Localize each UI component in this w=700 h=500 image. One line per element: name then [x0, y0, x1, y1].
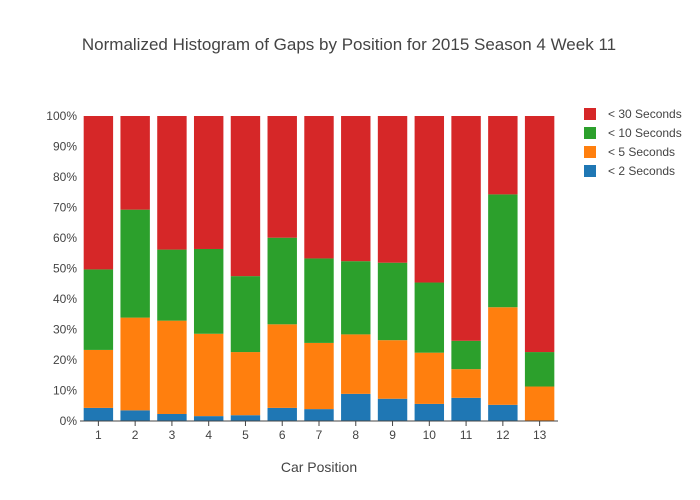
- legend-label: < 2 Seconds: [608, 164, 675, 178]
- x-tick-label: 1: [95, 428, 102, 442]
- bar-4-series-0: [193, 416, 224, 421]
- x-tick-label: 13: [533, 428, 547, 442]
- x-tick-label: 9: [389, 428, 396, 442]
- y-tick-label: 90%: [53, 140, 77, 154]
- bar-10-series-2: [414, 282, 445, 353]
- x-axis-title: Car Position: [281, 459, 357, 475]
- legend-label: < 10 Seconds: [608, 126, 682, 140]
- bar-8-series-0: [341, 393, 371, 421]
- bar-9-series-1: [377, 340, 408, 399]
- bar-2-series-2: [120, 209, 150, 318]
- legend-swatch: [584, 108, 596, 120]
- x-tick-label: 10: [423, 428, 437, 442]
- bar-6-series-0: [267, 407, 297, 421]
- bar-12-series-1: [488, 307, 518, 405]
- legend-label: < 5 Seconds: [608, 145, 675, 159]
- bar-13-series-1: [524, 386, 555, 421]
- bar-9-series-3: [377, 116, 408, 263]
- y-tick-label: 20%: [53, 353, 77, 367]
- bar-2-series-1: [120, 317, 150, 411]
- bar-1-series-0: [83, 407, 114, 421]
- bar-10-series-3: [414, 116, 445, 283]
- legend-label: < 30 Seconds: [608, 107, 682, 121]
- bar-7-series-0: [304, 409, 334, 421]
- x-tick-label: 6: [279, 428, 286, 442]
- bar-1-series-1: [83, 349, 114, 408]
- bar-5-series-0: [230, 415, 261, 421]
- bar-4-series-3: [193, 116, 224, 249]
- y-tick-label: 10%: [53, 384, 77, 398]
- bar-12-series-2: [488, 194, 518, 308]
- bar-7-series-3: [304, 116, 334, 259]
- bar-11-series-2: [451, 340, 481, 370]
- bar-11-series-0: [451, 397, 481, 421]
- bar-5-series-3: [230, 116, 261, 277]
- bar-4-series-2: [193, 248, 224, 334]
- bar-2-series-3: [120, 116, 150, 210]
- chart-title: Normalized Histogram of Gaps by Position…: [82, 35, 616, 54]
- x-tick-label: 11: [460, 428, 473, 442]
- bar-8-series-3: [341, 116, 371, 262]
- bar-11-series-1: [451, 369, 481, 398]
- bar-4-series-1: [193, 333, 224, 417]
- bar-11-series-3: [451, 116, 481, 341]
- x-axis-ticks: 1 2 3 4 5 6 7 8 9 10 11 12 13: [95, 421, 547, 442]
- bar-3-series-2: [157, 249, 187, 321]
- y-tick-label: 60%: [53, 231, 77, 245]
- legend-item[interactable]: < 10 Seconds: [584, 126, 682, 140]
- y-tick-label: 100%: [46, 109, 77, 123]
- bar-10-series-0: [414, 403, 445, 421]
- bar-6-series-1: [267, 324, 297, 408]
- bar-5-series-2: [230, 276, 261, 353]
- y-axis-ticks: 0% 10% 20% 30% 40% 50% 60% 70% 80% 90% 100%: [46, 109, 77, 428]
- legend-swatch: [584, 127, 596, 139]
- bar-7-series-1: [304, 342, 334, 410]
- y-tick-label: 0%: [60, 414, 78, 428]
- bar-12-series-0: [488, 404, 518, 421]
- bar-9-series-2: [377, 262, 408, 341]
- legend-item[interactable]: < 5 Seconds: [584, 145, 675, 159]
- y-tick-label: 40%: [53, 292, 77, 306]
- bar-1-series-2: [83, 269, 114, 350]
- legend-swatch: [584, 165, 596, 177]
- bar-13-series-3: [524, 116, 555, 353]
- y-tick-label: 80%: [53, 170, 77, 184]
- legend-swatch: [584, 146, 596, 158]
- legend-item[interactable]: < 30 Seconds: [584, 107, 682, 121]
- x-tick-label: 12: [496, 428, 510, 442]
- x-tick-label: 3: [169, 428, 176, 442]
- y-tick-label: 50%: [53, 262, 77, 276]
- bar-1-series-3: [83, 116, 114, 270]
- bar-3-series-1: [157, 320, 187, 414]
- bar-2-series-0: [120, 410, 150, 421]
- bar-8-series-2: [341, 261, 371, 335]
- y-tick-label: 70%: [53, 201, 77, 215]
- y-tick-label: 30%: [53, 323, 77, 337]
- bar-13-series-2: [524, 352, 555, 387]
- legend: < 30 Seconds < 10 Seconds < 5 Seconds < 2 S…: [584, 107, 682, 178]
- x-tick-label: 7: [316, 428, 323, 442]
- x-tick-label: 4: [205, 428, 212, 442]
- bar-10-series-1: [414, 352, 445, 404]
- bar-5-series-1: [230, 352, 261, 416]
- bar-3-series-3: [157, 116, 187, 250]
- x-tick-label: 8: [352, 428, 359, 442]
- x-tick-label: 5: [242, 428, 249, 442]
- bar-6-series-3: [267, 116, 297, 238]
- bar-12-series-3: [488, 116, 518, 195]
- bar-3-series-0: [157, 413, 187, 421]
- bars-layer: [83, 116, 555, 421]
- x-tick-label: 2: [132, 428, 139, 442]
- bar-8-series-1: [341, 334, 371, 394]
- legend-item[interactable]: < 2 Seconds: [584, 164, 675, 178]
- bar-7-series-2: [304, 258, 334, 343]
- bar-6-series-2: [267, 237, 297, 325]
- bar-9-series-0: [377, 398, 408, 421]
